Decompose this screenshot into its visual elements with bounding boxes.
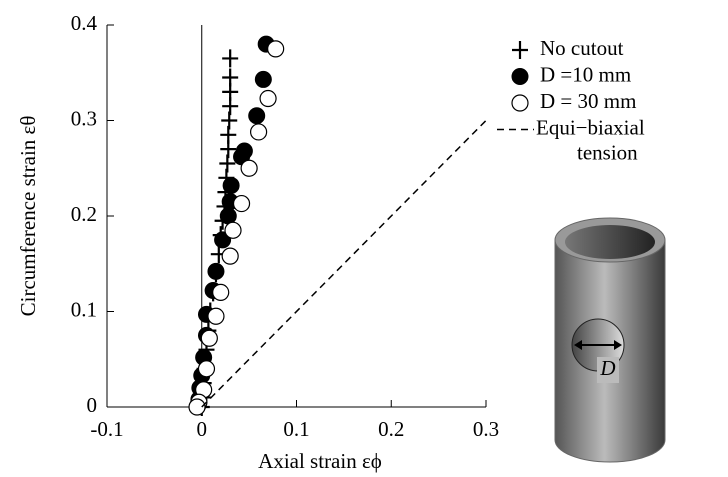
open-marker bbox=[188, 398, 206, 416]
open-marker bbox=[267, 40, 285, 58]
filled-marker bbox=[207, 262, 225, 280]
y-axis-label: Circumference strain εθ bbox=[16, 116, 40, 317]
open-marker bbox=[212, 283, 230, 301]
legend-label: D = 30 mm bbox=[540, 89, 636, 113]
open-marker bbox=[224, 221, 242, 239]
y-tick-label: 0 bbox=[87, 393, 98, 417]
filled-marker bbox=[254, 70, 272, 88]
legend-label: No cutout bbox=[540, 36, 624, 60]
legend-marker bbox=[511, 94, 529, 112]
legend-label: D =10 mm bbox=[540, 62, 631, 86]
legend-label: Equi−biaxial tension bbox=[536, 115, 650, 164]
x-tick-label: -0.1 bbox=[90, 417, 123, 441]
reference-line bbox=[201, 119, 487, 408]
filled-marker bbox=[248, 107, 266, 125]
x-tick-label: 0.2 bbox=[378, 417, 404, 441]
y-tick-label: 0.4 bbox=[71, 11, 98, 35]
x-tick-label: 0.3 bbox=[473, 417, 499, 441]
x-axis-label: Axial strain εϕ bbox=[258, 449, 382, 473]
open-marker bbox=[197, 360, 216, 378]
legend-marker bbox=[512, 41, 528, 59]
x-tick-label: 0.1 bbox=[283, 417, 309, 441]
plus-marker bbox=[222, 49, 239, 68]
open-marker bbox=[221, 247, 239, 265]
open-marker bbox=[240, 159, 258, 177]
legend-marker bbox=[511, 68, 529, 85]
filled-marker bbox=[219, 207, 237, 225]
y-tick-label: 0.3 bbox=[71, 106, 97, 130]
x-tick-label: 0 bbox=[197, 417, 208, 441]
filled-marker bbox=[222, 176, 240, 194]
y-tick-label: 0.1 bbox=[71, 297, 97, 321]
open-marker bbox=[207, 307, 225, 325]
open-marker bbox=[200, 329, 218, 347]
open-marker bbox=[250, 123, 268, 141]
open-marker bbox=[259, 89, 277, 108]
y-tick-label: 0.2 bbox=[71, 202, 97, 226]
diameter-label: D bbox=[599, 356, 615, 380]
open-marker bbox=[232, 194, 251, 213]
cylinder-illustration: D bbox=[554, 217, 666, 463]
